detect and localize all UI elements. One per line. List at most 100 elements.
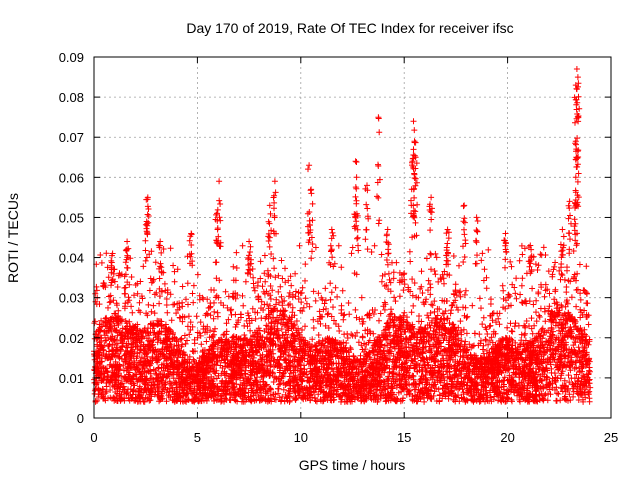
data-point (277, 283, 284, 290)
data-point (161, 280, 168, 287)
data-point (476, 331, 483, 338)
data-point (486, 323, 493, 330)
data-point (223, 320, 230, 327)
data-point (377, 310, 384, 317)
data-point (128, 303, 135, 310)
data-point (555, 391, 562, 397)
data-point (299, 284, 306, 291)
data-point (404, 314, 410, 321)
data-point (167, 291, 174, 298)
data-point (432, 250, 439, 257)
data-point (266, 357, 273, 364)
data-point (262, 278, 269, 285)
data-point (582, 386, 589, 393)
data-point (357, 352, 364, 359)
grid (94, 57, 611, 418)
data-point (170, 262, 177, 269)
data-point (320, 306, 327, 313)
data-point (381, 283, 388, 289)
data-point (447, 310, 454, 317)
data-point (152, 259, 159, 266)
data-point (247, 327, 254, 334)
data-point (212, 325, 218, 332)
data-point (423, 376, 430, 383)
data-point (546, 303, 553, 310)
data-point (171, 268, 178, 275)
data-point (388, 306, 394, 313)
data-point (328, 289, 335, 296)
data-point (173, 310, 180, 317)
data-point (476, 295, 483, 302)
data-point (401, 309, 408, 316)
data-point (522, 330, 529, 337)
data-point (573, 371, 580, 378)
data-point (150, 302, 157, 309)
data-point (322, 285, 329, 292)
data-point (382, 271, 388, 278)
data-point (495, 315, 502, 322)
data-point (302, 295, 309, 302)
data-point (391, 294, 398, 301)
data-point (240, 302, 247, 309)
data-point (551, 296, 558, 303)
data-point (267, 296, 274, 302)
data-point (211, 308, 218, 315)
data-point (156, 293, 163, 300)
data-point (177, 336, 184, 343)
data-point (312, 297, 319, 304)
data-point (310, 325, 317, 331)
data-point (163, 296, 170, 302)
data-point (407, 288, 414, 295)
data-point (553, 397, 560, 404)
data-point (190, 282, 197, 289)
data-point (278, 293, 285, 300)
data-point (457, 318, 464, 325)
data-point (208, 286, 215, 293)
data-point (335, 242, 342, 249)
data-point (355, 339, 362, 346)
data-point (409, 292, 416, 299)
data-point (258, 315, 265, 322)
data-point (303, 300, 310, 307)
data-point (103, 250, 110, 257)
data-point (156, 275, 163, 282)
data-point (315, 332, 322, 338)
data-point (148, 308, 155, 315)
data-point (310, 316, 317, 323)
data-point (313, 398, 320, 405)
data-point (331, 317, 337, 324)
data-point (359, 334, 366, 341)
data-point (532, 261, 539, 268)
data-point (146, 287, 153, 294)
data-point (228, 306, 235, 313)
data-point (207, 312, 214, 319)
data-point (288, 282, 295, 289)
data-point (433, 374, 440, 381)
data-point (535, 262, 542, 269)
data-point (541, 293, 548, 300)
data-point (423, 255, 430, 262)
data-point (432, 271, 439, 278)
data-point (519, 251, 526, 258)
data-point (186, 331, 193, 338)
data-point (370, 311, 377, 317)
data-point (573, 364, 580, 371)
data-point (496, 321, 503, 328)
data-point (126, 318, 133, 325)
data-point (479, 250, 486, 257)
data-point (182, 340, 189, 347)
data-point (245, 256, 251, 263)
data-point (501, 374, 508, 381)
data-point (193, 313, 200, 320)
data-point (455, 307, 462, 313)
data-point (516, 257, 523, 264)
data-point (558, 271, 565, 277)
data-point (185, 313, 192, 320)
data-point (332, 284, 339, 291)
data-point (507, 320, 514, 327)
data-point (194, 271, 201, 278)
data-point (512, 290, 519, 297)
data-point (518, 299, 525, 306)
data-point (457, 293, 464, 300)
